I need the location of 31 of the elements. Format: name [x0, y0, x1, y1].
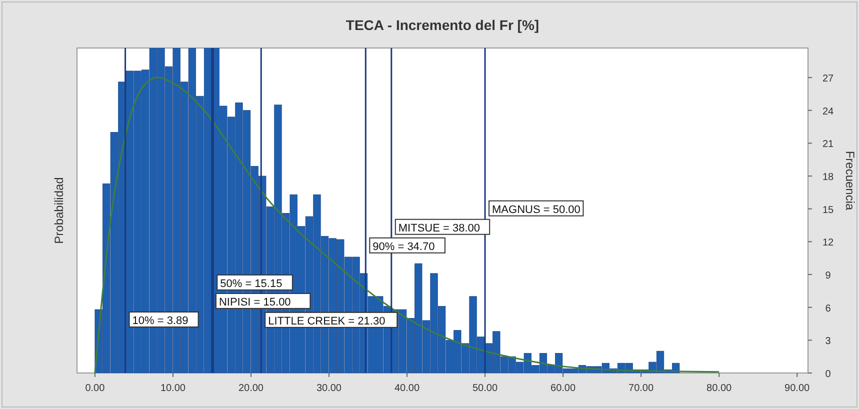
x-tick-label: 70.00 [628, 383, 654, 394]
ref-line-label: 50% = 15.15 [220, 278, 282, 290]
y-tick-label: 15 [822, 204, 834, 216]
line-series [94, 76, 720, 373]
y-tick-label: 24 [822, 106, 834, 118]
ref-line-label: 10% = 3.89 [132, 315, 188, 327]
x-tick-label: 50.00 [472, 383, 498, 394]
y-tick-label: 0 [825, 369, 832, 380]
y-axis-title: Probabilidad [52, 177, 66, 244]
y2-axis-title: Frecuencia [843, 150, 857, 210]
ref-line-label: MITSUE = 38.00 [398, 222, 480, 234]
ref-line-label: MAGNUS = 50.00 [492, 204, 580, 216]
x-tick-label: 30.00 [316, 383, 342, 394]
y-tick-label: 3 [825, 336, 832, 348]
ref-line-label: LITTLE CREEK = 21.30 [268, 315, 386, 328]
x-tick-label: 90.00 [784, 383, 810, 394]
y-tick-label: 27 [822, 74, 834, 85]
x-tick-label: 20.00 [238, 383, 264, 394]
x-tick-label: 0.00 [85, 383, 106, 394]
y-tick-label: 6 [825, 303, 832, 314]
y-tick-label: 18 [822, 172, 834, 184]
ref-line-label: NIPISI = 15.00 [218, 296, 291, 308]
y-tick-label: 9 [825, 270, 832, 282]
ref-line-label: 90% = 34.70 [372, 240, 435, 253]
chart-title: TECA - Incremento del Fr [%] [346, 17, 540, 33]
y-tick-label: 21 [822, 139, 834, 150]
x-tick-label: 60.00 [550, 383, 576, 394]
x-tick-label: 40.00 [394, 383, 420, 394]
x-tick-label: 80.00 [706, 383, 732, 394]
y-tick-label: 12 [822, 238, 834, 249]
x-tick-label: 10.00 [160, 383, 186, 394]
